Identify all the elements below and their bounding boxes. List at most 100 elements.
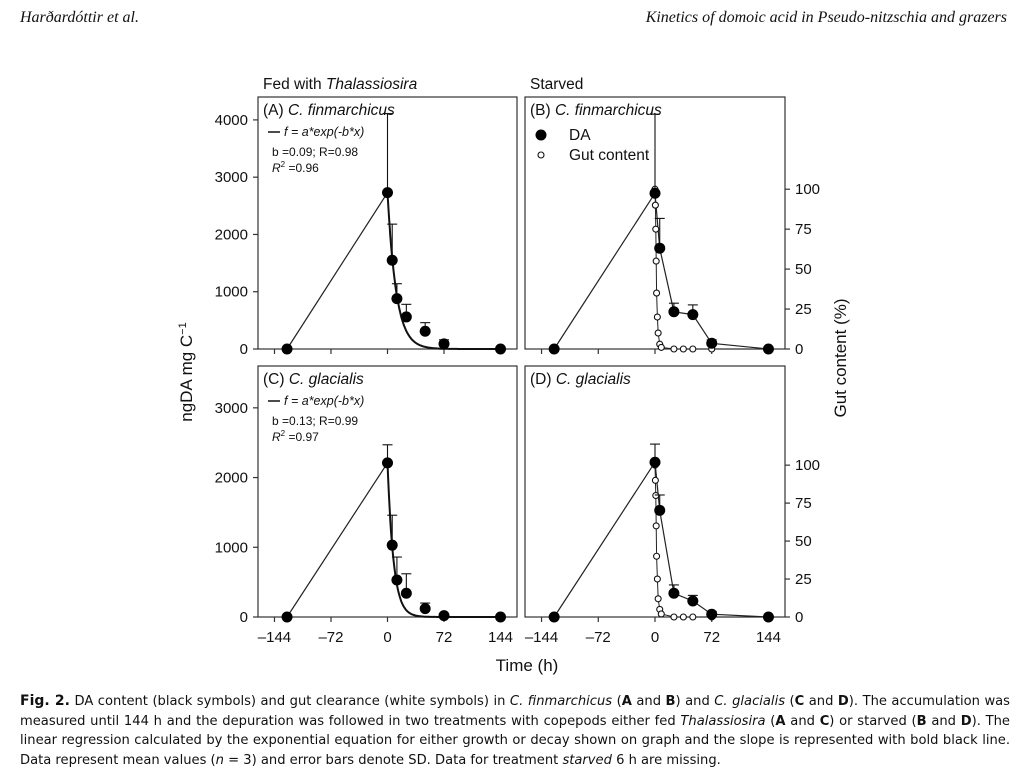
gut-content-point [652, 257, 660, 265]
da-point [391, 293, 403, 305]
da-point [495, 611, 507, 623]
da-point [419, 603, 431, 615]
y-tick-label: 0 [240, 341, 248, 358]
fit-stats-b-r: b =0.09; R=0.98 [272, 145, 358, 159]
da-point [548, 611, 560, 623]
da-point [762, 611, 774, 623]
da-point [438, 610, 450, 622]
legend-da-symbol [535, 129, 547, 141]
da-point [654, 504, 666, 516]
accumulation-line [553, 192, 656, 350]
y-tick-label: 3000 [215, 169, 248, 186]
da-point [391, 574, 403, 586]
da-point [706, 337, 718, 349]
gut-content-point [670, 345, 678, 353]
y2-tick-label: 50 [795, 261, 812, 278]
da-point [687, 309, 699, 321]
da-point [548, 343, 560, 355]
panel-a-label: (A) C. finmarchicus [263, 102, 395, 119]
x-tick-label: 0 [651, 629, 659, 646]
gut-content-point [653, 289, 661, 297]
x-tick-label: 72 [703, 629, 720, 646]
gut-content-point [679, 345, 687, 353]
gut-content-line [654, 189, 769, 350]
da-point [668, 587, 680, 599]
fit-stats-b-r: b =0.13; R=0.99 [272, 414, 358, 428]
x-tick-label: 0 [383, 629, 391, 646]
panel-b-label: (B) C. finmarchicus [530, 102, 662, 119]
da-decay-line [654, 193, 769, 350]
gut-content-point [652, 225, 660, 233]
da-point [495, 343, 507, 355]
gut-content-point [651, 201, 659, 209]
y2-tick-label: 100 [795, 457, 820, 474]
da-point [281, 611, 293, 623]
gut-content-point [653, 575, 661, 583]
x-tick-label: –144 [525, 629, 558, 646]
x-tick-label: –72 [586, 629, 611, 646]
y2-tick-label: 0 [795, 341, 803, 358]
y-tick-label: 3000 [215, 400, 248, 417]
y-tick-label: 1000 [215, 539, 248, 556]
gut-content-point [654, 329, 662, 337]
x-tick-label: –72 [318, 629, 343, 646]
y-tick-label: 1000 [215, 284, 248, 301]
column-title-starved: Starved [530, 76, 583, 93]
gut-content-point [651, 476, 659, 484]
gut-content-point [657, 610, 665, 618]
gut-content-point [689, 613, 697, 621]
y2-tick-label: 100 [795, 181, 820, 198]
da-point [687, 595, 699, 607]
gut-content-point [679, 613, 687, 621]
accumulation-line [286, 462, 389, 618]
y2-tick-label: 75 [795, 221, 812, 238]
gut-content-point [670, 613, 678, 621]
panel-d-label: (D) C. glacialis [530, 371, 631, 388]
x-tick-label: 144 [756, 629, 781, 646]
legend-gut-symbol [537, 151, 545, 159]
column-title-fed: Fed with Thalassiosira [263, 76, 418, 93]
y-axis-label-right: Gut content (%) [831, 298, 850, 417]
y2-tick-label: 25 [795, 571, 812, 588]
legend-gut-label: Gut content [569, 147, 650, 164]
gut-content-point [657, 343, 665, 351]
da-point [668, 306, 680, 318]
da-decay-line [654, 462, 769, 618]
da-point [419, 325, 431, 337]
accumulation-line [553, 461, 656, 618]
y-tick-label: 2000 [215, 470, 248, 487]
da-point [386, 539, 398, 551]
panel-c-label: (C) C. glacialis [263, 371, 364, 388]
gut-content-point [652, 522, 660, 530]
fit-stats-r2: R2 =0.97 [272, 429, 319, 444]
y2-tick-label: 0 [795, 609, 803, 626]
fit-equation: f = a*exp(-b*x) [284, 394, 364, 408]
y2-tick-label: 25 [795, 301, 812, 318]
gut-content-point [653, 313, 661, 321]
da-point [281, 343, 293, 355]
y2-tick-label: 50 [795, 533, 812, 550]
y-tick-label: 0 [240, 609, 248, 626]
da-point [438, 338, 450, 350]
accumulation-line [286, 192, 389, 350]
running-header-authors: Harðardóttir et al. [20, 9, 139, 26]
y-tick-label: 2000 [215, 226, 248, 243]
da-point [654, 242, 666, 254]
da-point [649, 456, 661, 468]
x-tick-label: 144 [488, 629, 513, 646]
da-point [400, 311, 412, 323]
da-point [382, 457, 393, 469]
y2-tick-label: 75 [795, 495, 812, 512]
gut-content-point [653, 552, 661, 560]
gut-content-point [654, 595, 662, 603]
da-point [386, 254, 398, 266]
running-header-title: Kinetics of domoic acid in Pseudo-nitzsc… [645, 9, 1007, 26]
figure-caption: Fig. 2. DA content (black symbols) and g… [20, 693, 1011, 768]
legend-da-label: DA [569, 127, 591, 144]
fit-equation: f = a*exp(-b*x) [284, 125, 364, 139]
x-tick-label: 72 [436, 629, 453, 646]
fit-stats-r2: R2 =0.96 [272, 160, 319, 175]
da-point [382, 187, 393, 199]
x-axis-label: Time (h) [496, 656, 559, 675]
